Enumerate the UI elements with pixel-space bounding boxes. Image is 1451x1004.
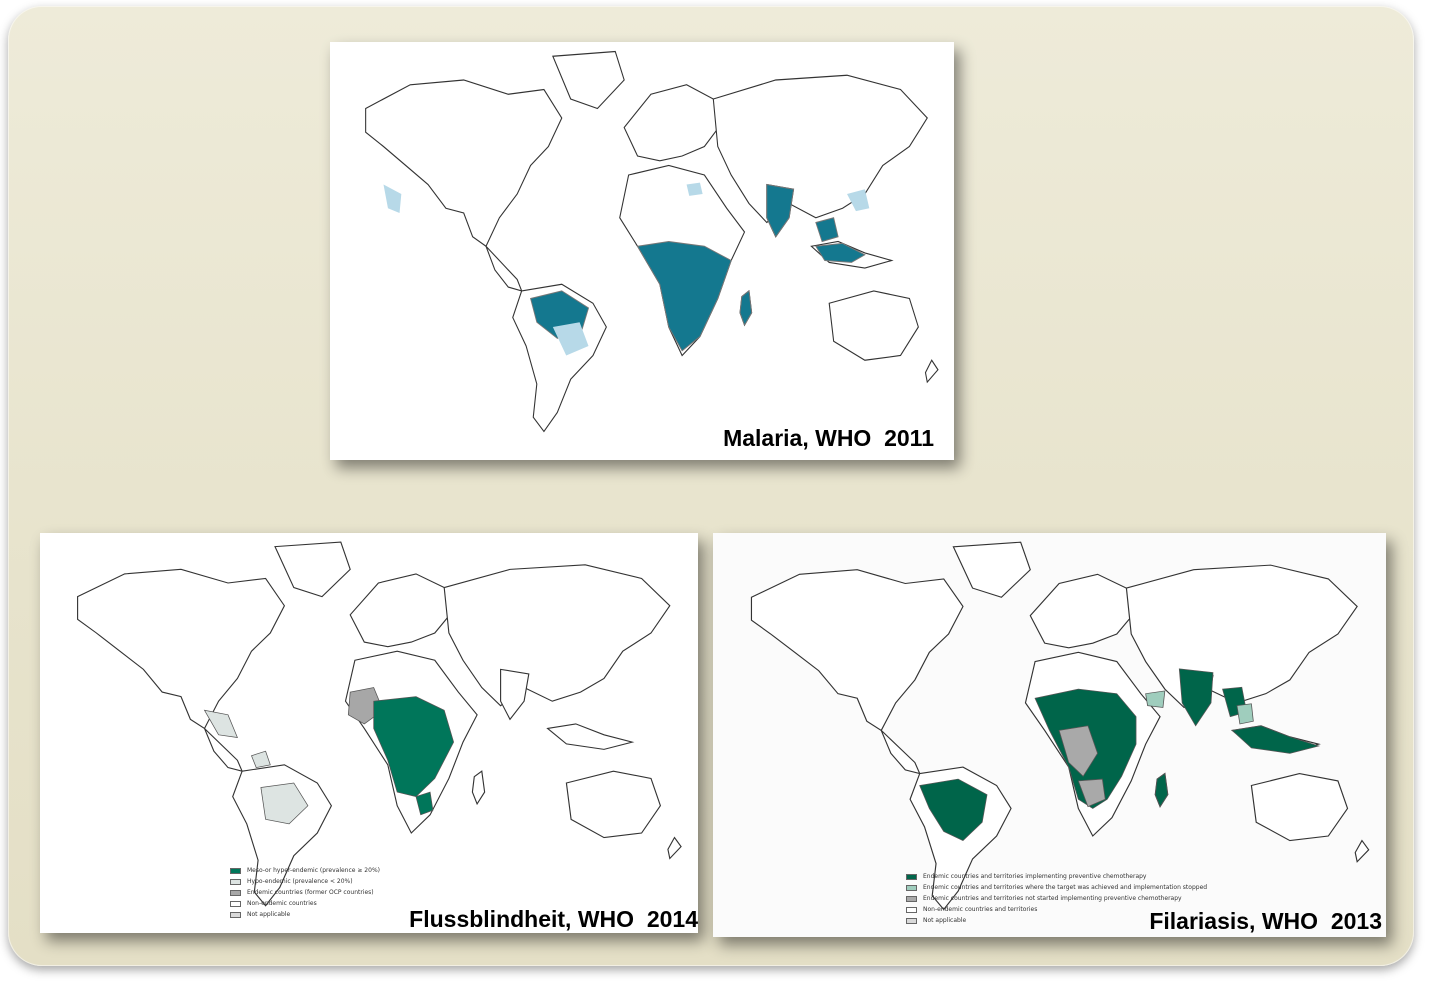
legend-label: Non-endemic countries and territories [923,906,1038,913]
filariasis-world-map [750,541,1370,911]
legend-item: Endemic countries (former OCP countries) [230,887,380,898]
legend-item: Endemic countries and territories where … [906,882,1207,893]
legend-item: Hypo-endemic (prevalence < 20%) [230,876,380,887]
filariasis-legend: Endemic countries and territories implem… [906,871,1207,926]
legend-item: Non-endemic countries and territories [906,904,1207,915]
malaria-caption: Malaria, WHO 2011 [723,425,934,451]
legend-swatch [230,867,241,874]
legend-item: Not applicable [230,909,380,920]
legend-label: Endemic countries and territories where … [923,884,1208,891]
filariasis-endemic-areas [919,668,1321,842]
legend-item: Endemic countries and territories implem… [906,871,1207,882]
flussblindheit-world-map [77,541,682,907]
legend-swatch [230,878,241,885]
legend-label: Endemic countries and territories not st… [923,895,1182,902]
legend-swatch [906,895,917,902]
legend-label: Meso-or hyper-endemic (prevalence ≥ 20%) [247,867,380,874]
legend-swatch [906,873,917,880]
legend-label: Hypo-endemic (prevalence < 20%) [247,878,353,885]
legend-item: Not applicable [906,915,1207,926]
legend-item: Meso-or hyper-endemic (prevalence ≥ 20%) [230,865,380,876]
flussblindheit-caption: Flussblindheit, WHO 2014 [409,906,698,932]
malaria-world-map [365,50,939,433]
legend-item: Endemic countries and territories not st… [906,893,1207,904]
legend-swatch [906,884,917,891]
legend-swatch [230,911,241,918]
flussblindheit-legend: Meso-or hyper-endemic (prevalence ≥ 20%)… [230,865,380,920]
filariasis-caption: Filariasis, WHO 2013 [1149,908,1382,934]
legend-swatch [906,906,917,913]
filariasis-map-card: Endemic countries and territories implem… [713,533,1386,937]
legend-item: Non-endemic countries [230,898,380,909]
malaria-high-risk-areas [530,183,866,352]
legend-label: Endemic countries and territories implem… [923,873,1147,880]
legend-swatch [230,889,241,896]
onchocerciasis-endemic-areas [203,687,455,825]
malaria-low-risk-areas [383,182,870,356]
legend-label: Not applicable [247,911,291,918]
legend-swatch [906,917,917,924]
legend-label: Not applicable [923,917,967,924]
legend-swatch [230,900,241,907]
malaria-map-card: Malaria, WHO 2011 [330,42,954,460]
legend-label: Endemic countries (former OCP countries) [247,889,374,896]
flussblindheit-map-card: Meso-or hyper-endemic (prevalence ≥ 20%)… [40,533,698,933]
legend-label: Non-endemic countries [247,900,317,907]
